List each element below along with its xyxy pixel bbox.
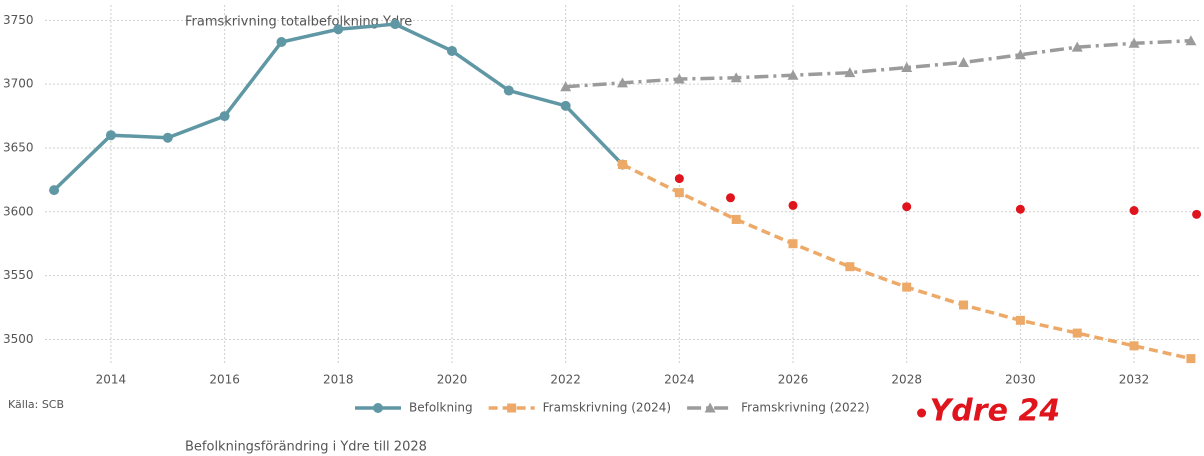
- data-point: [560, 100, 571, 111]
- x-tick-label: 2032: [1119, 373, 1150, 387]
- footer-title: Befolkningsförändring i Ydre till 2028: [185, 440, 427, 455]
- legend-item: Ydre 24: [917, 394, 1060, 429]
- chart-title: Framskrivning totalbefolkning Ydre: [185, 15, 412, 30]
- data-point: [105, 130, 116, 141]
- data-point: [49, 185, 60, 196]
- data-point: [560, 81, 572, 92]
- x-tick-label: 2022: [550, 373, 581, 387]
- legend-item: Framskrivning (2022): [687, 401, 870, 415]
- data-point: [503, 85, 514, 96]
- legend-label: Framskrivning (2024): [543, 401, 671, 415]
- x-tick-label: 2018: [323, 373, 354, 387]
- data-point: [1129, 341, 1139, 351]
- legend-item: Framskrivning (2024): [488, 401, 671, 415]
- x-tick-label: 2030: [1005, 373, 1036, 387]
- data-point: [844, 67, 856, 78]
- legend-marker: [704, 402, 716, 413]
- data-point: [959, 300, 969, 310]
- x-tick-label: 2028: [891, 373, 922, 387]
- x-tick-label: 2020: [437, 373, 468, 387]
- data-point: [1185, 35, 1197, 46]
- data-point: [333, 24, 344, 35]
- legend-label: Framskrivning (2022): [741, 401, 869, 415]
- legend-marker: [507, 403, 517, 413]
- source: Källa: SCB: [8, 398, 64, 411]
- y-tick-label: 3550: [3, 268, 34, 282]
- x-tick-label: 2026: [778, 373, 809, 387]
- data-point: [901, 62, 913, 73]
- data-point: [162, 132, 173, 143]
- legend-marker: [917, 408, 927, 418]
- data-point: [674, 188, 684, 198]
- x-tick-label: 2016: [209, 373, 240, 387]
- data-point: [731, 214, 741, 224]
- data-point: [1072, 328, 1082, 338]
- data-point: [787, 69, 799, 80]
- data-point: [1192, 209, 1202, 219]
- data-point: [730, 72, 742, 83]
- data-point: [446, 45, 457, 56]
- legend-label: Befolkning: [409, 401, 473, 415]
- data-point: [902, 202, 912, 212]
- y-tick-label: 3650: [3, 140, 34, 154]
- data-point: [845, 262, 855, 272]
- data-point: [219, 111, 230, 122]
- data-point: [390, 19, 401, 30]
- series-line: [565, 38, 1191, 89]
- data-point: [1186, 354, 1196, 364]
- y-tick-label: 3700: [3, 77, 34, 91]
- data-point: [725, 193, 735, 203]
- data-point: [1014, 49, 1026, 60]
- data-point: [958, 56, 970, 67]
- data-point: [673, 73, 685, 84]
- data-point: [617, 77, 628, 88]
- data-point: [1071, 41, 1083, 52]
- data-point: [902, 282, 912, 292]
- legend-item: Befolkning: [355, 401, 473, 415]
- data-point: [1128, 37, 1140, 48]
- data-point: [674, 174, 684, 184]
- data-point: [618, 160, 627, 170]
- data-point: [788, 200, 798, 210]
- data-point: [276, 37, 287, 48]
- data-point: [788, 239, 798, 249]
- legend-label: Ydre 24: [930, 394, 1061, 429]
- x-tick-label: 2024: [664, 373, 695, 387]
- x-tick-label: 2014: [96, 373, 127, 387]
- data-point: [1015, 315, 1025, 325]
- data-point: [1015, 204, 1025, 214]
- y-tick-label: 3750: [3, 13, 34, 27]
- data-point: [1129, 206, 1139, 216]
- y-tick-label: 3500: [3, 332, 34, 346]
- legend-marker: [373, 403, 383, 413]
- y-tick-label: 3600: [3, 204, 34, 218]
